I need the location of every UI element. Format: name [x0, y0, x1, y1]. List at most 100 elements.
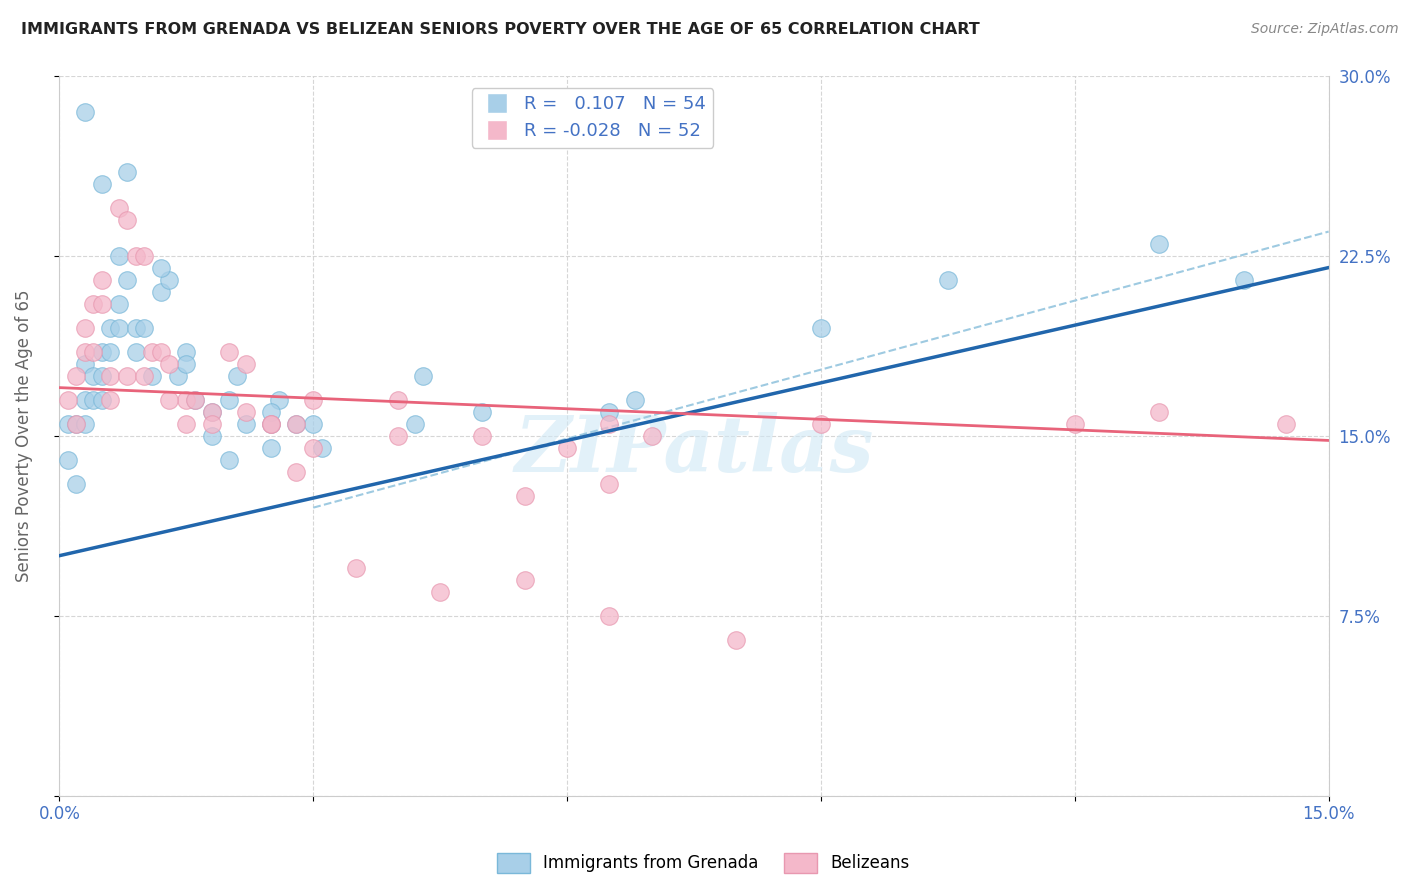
Point: [302, 441, 325, 455]
Point: [82, 392, 104, 407]
Point: [810, 320, 832, 334]
Point: [201, 428, 224, 442]
Point: [107, 320, 129, 334]
Point: [471, 404, 494, 418]
Point: [201, 417, 224, 431]
Point: [555, 441, 578, 455]
Point: [641, 428, 664, 442]
Point: [115, 368, 138, 383]
Point: [82, 368, 104, 383]
Point: [73, 417, 96, 431]
Point: [73, 392, 96, 407]
Point: [201, 404, 224, 418]
Point: [260, 417, 283, 431]
Y-axis label: Seniors Poverty Over the Age of 65: Seniors Poverty Over the Age of 65: [15, 289, 32, 582]
Point: [56, 452, 79, 467]
Point: [235, 417, 257, 431]
Point: [90, 296, 112, 310]
Point: [82, 296, 104, 310]
Point: [269, 392, 291, 407]
Point: [90, 272, 112, 286]
Point: [598, 417, 620, 431]
Point: [184, 392, 207, 407]
Point: [176, 392, 198, 407]
Point: [513, 573, 536, 587]
Point: [936, 272, 959, 286]
Point: [285, 417, 308, 431]
Point: [65, 417, 87, 431]
Legend: R =   0.107   N = 54, R = -0.028   N = 52: R = 0.107 N = 54, R = -0.028 N = 52: [472, 88, 713, 147]
Point: [98, 344, 121, 359]
Point: [65, 476, 87, 491]
Point: [82, 344, 104, 359]
Text: IMMIGRANTS FROM GRENADA VS BELIZEAN SENIORS POVERTY OVER THE AGE OF 65 CORRELATI: IMMIGRANTS FROM GRENADA VS BELIZEAN SENI…: [21, 22, 980, 37]
Point: [260, 441, 283, 455]
Point: [73, 104, 96, 119]
Point: [65, 417, 87, 431]
Point: [260, 417, 283, 431]
Point: [513, 489, 536, 503]
Point: [90, 368, 112, 383]
Point: [1233, 272, 1256, 286]
Point: [429, 584, 451, 599]
Point: [1149, 404, 1171, 418]
Point: [132, 368, 155, 383]
Point: [149, 285, 172, 299]
Point: [302, 417, 325, 431]
Point: [387, 428, 409, 442]
Point: [73, 320, 96, 334]
Point: [201, 404, 224, 418]
Point: [90, 177, 112, 191]
Point: [285, 417, 308, 431]
Point: [218, 344, 240, 359]
Point: [132, 249, 155, 263]
Point: [226, 368, 249, 383]
Point: [1063, 417, 1085, 431]
Point: [73, 344, 96, 359]
Point: [98, 320, 121, 334]
Point: [302, 392, 325, 407]
Point: [157, 357, 180, 371]
Point: [810, 417, 832, 431]
Point: [107, 296, 129, 310]
Point: [1149, 236, 1171, 251]
Point: [235, 404, 257, 418]
Point: [115, 272, 138, 286]
Point: [598, 608, 620, 623]
Point: [260, 404, 283, 418]
Point: [598, 404, 620, 418]
Point: [1275, 417, 1298, 431]
Legend: Immigrants from Grenada, Belizeans: Immigrants from Grenada, Belizeans: [489, 847, 917, 880]
Point: [311, 441, 333, 455]
Point: [124, 249, 146, 263]
Text: ZIPatlas: ZIPatlas: [515, 412, 873, 488]
Point: [404, 417, 426, 431]
Point: [98, 368, 121, 383]
Point: [218, 452, 240, 467]
Point: [90, 344, 112, 359]
Point: [471, 428, 494, 442]
Point: [598, 476, 620, 491]
Point: [124, 344, 146, 359]
Point: [184, 392, 207, 407]
Point: [115, 212, 138, 227]
Point: [412, 368, 434, 383]
Point: [90, 392, 112, 407]
Point: [132, 320, 155, 334]
Point: [623, 392, 645, 407]
Point: [176, 357, 198, 371]
Point: [98, 392, 121, 407]
Point: [260, 417, 283, 431]
Point: [218, 392, 240, 407]
Point: [235, 357, 257, 371]
Point: [149, 344, 172, 359]
Point: [387, 392, 409, 407]
Point: [157, 272, 180, 286]
Text: Source: ZipAtlas.com: Source: ZipAtlas.com: [1251, 22, 1399, 37]
Point: [149, 260, 172, 275]
Point: [124, 320, 146, 334]
Point: [725, 632, 748, 647]
Point: [115, 164, 138, 178]
Point: [107, 249, 129, 263]
Point: [157, 392, 180, 407]
